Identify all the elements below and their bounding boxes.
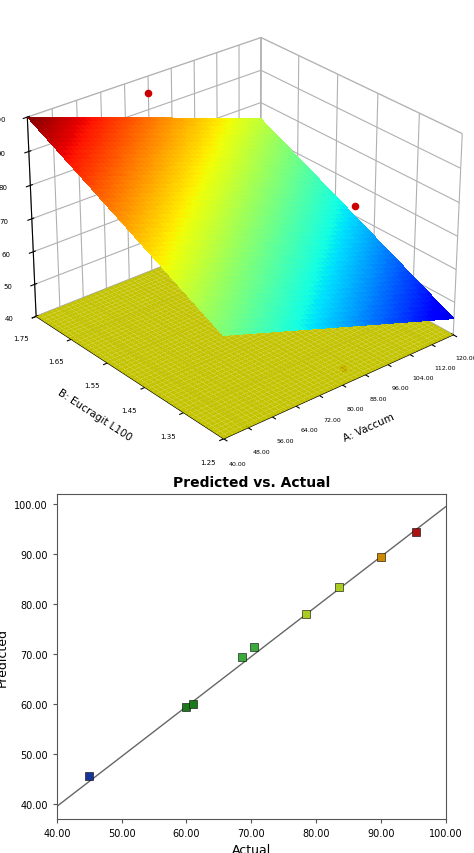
Point: [189, 698, 197, 711]
Point: [412, 525, 420, 539]
Point: [302, 607, 310, 621]
Title: Predicted vs. Actual: Predicted vs. Actual: [173, 475, 330, 490]
Point: [377, 550, 384, 564]
Point: [251, 640, 258, 653]
X-axis label: A: Vaccum: A: Vaccum: [342, 412, 396, 444]
Point: [237, 650, 246, 664]
Point: [335, 580, 342, 594]
Point: [182, 699, 190, 713]
Point: [85, 769, 93, 783]
Y-axis label: B: Eucragit L100: B: Eucragit L100: [56, 387, 134, 443]
X-axis label: Actual: Actual: [232, 844, 271, 853]
Y-axis label: Predicted: Predicted: [0, 627, 9, 687]
